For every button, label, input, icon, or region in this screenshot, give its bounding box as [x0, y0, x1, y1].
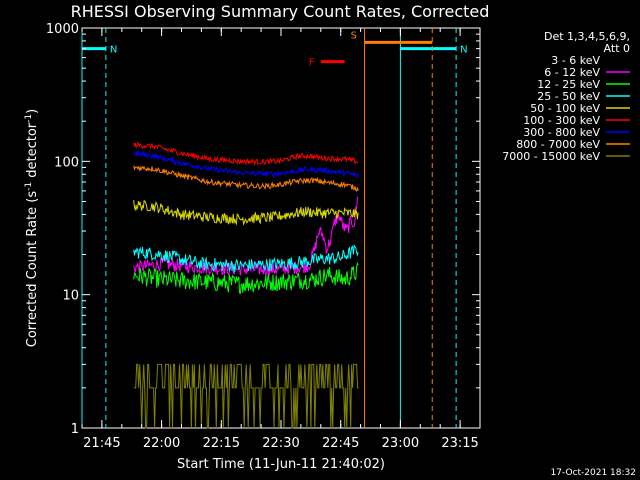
x-tick-label: 22:15 — [203, 436, 240, 451]
y-tick-label: 1 — [71, 422, 79, 437]
legend-label: 25 - 50 keV — [537, 90, 600, 103]
legend-header-1: Det 1,3,4,5,6,9, — [544, 30, 630, 43]
legend-label: 6 - 12 keV — [544, 66, 600, 79]
y-axis-label: Corrected Count Rate (s-1 detector-1) — [24, 109, 40, 347]
plot-frame — [81, 27, 481, 429]
series-line-3 — [133, 244, 359, 272]
series-line-7 — [133, 165, 359, 192]
legend-label: 7000 - 15000 keV — [502, 150, 600, 163]
legend-label: 50 - 100 keV — [530, 102, 600, 115]
series-line-1 — [133, 196, 359, 277]
series-line-4 — [133, 200, 359, 226]
legend-header-2: Att 0 — [604, 42, 630, 55]
series-lines — [133, 141, 359, 429]
y-tick-label: 100 — [54, 155, 79, 170]
observing-flags: N N F S — [81, 28, 468, 428]
y-tick-label: 10 — [62, 289, 79, 304]
series-line-6 — [133, 149, 359, 179]
legend-label: 3 - 6 keV — [551, 54, 600, 67]
x-tick-label: 22:45 — [322, 436, 359, 451]
x-tick-label: 23:15 — [441, 436, 478, 451]
x-tick-label: 21:45 — [83, 436, 120, 451]
series-line-0 — [133, 176, 359, 357]
series-line-8 — [133, 363, 359, 429]
legend-label: 800 - 7000 keV — [516, 138, 600, 151]
chart-title: RHESSI Observing Summary Count Rates, Co… — [71, 2, 490, 21]
y-tick-label: 1000 — [46, 22, 79, 37]
flag-label-N: N — [460, 45, 467, 56]
legend-label: 100 - 300 keV — [523, 114, 600, 127]
series-line-2 — [133, 261, 359, 294]
x-tick-label: 22:30 — [262, 436, 299, 451]
flag-label-F: F — [309, 58, 315, 69]
x-axis-label: Start Time (11-Jun-11 21:40:02) — [177, 457, 385, 472]
plot-area: N N F S 1 10 100 1000 21:45 22:00 22:15 22:30 22:45… — [46, 22, 481, 451]
axis-ticks: 1 10 100 1000 21:45 22:00 22:15 22:30 22:45 23:00… — [46, 22, 481, 451]
legend-label: 300 - 800 keV — [523, 126, 600, 139]
footer-date: 17-Oct-2021 18:32 — [551, 468, 636, 478]
series-line-5 — [133, 141, 359, 167]
x-tick-label: 22:00 — [143, 436, 180, 451]
flag-label-S: S — [351, 30, 357, 41]
flag-label-N: N — [110, 45, 117, 56]
legend-label: 12 - 25 keV — [537, 78, 600, 91]
x-tick-label: 23:00 — [382, 436, 419, 451]
